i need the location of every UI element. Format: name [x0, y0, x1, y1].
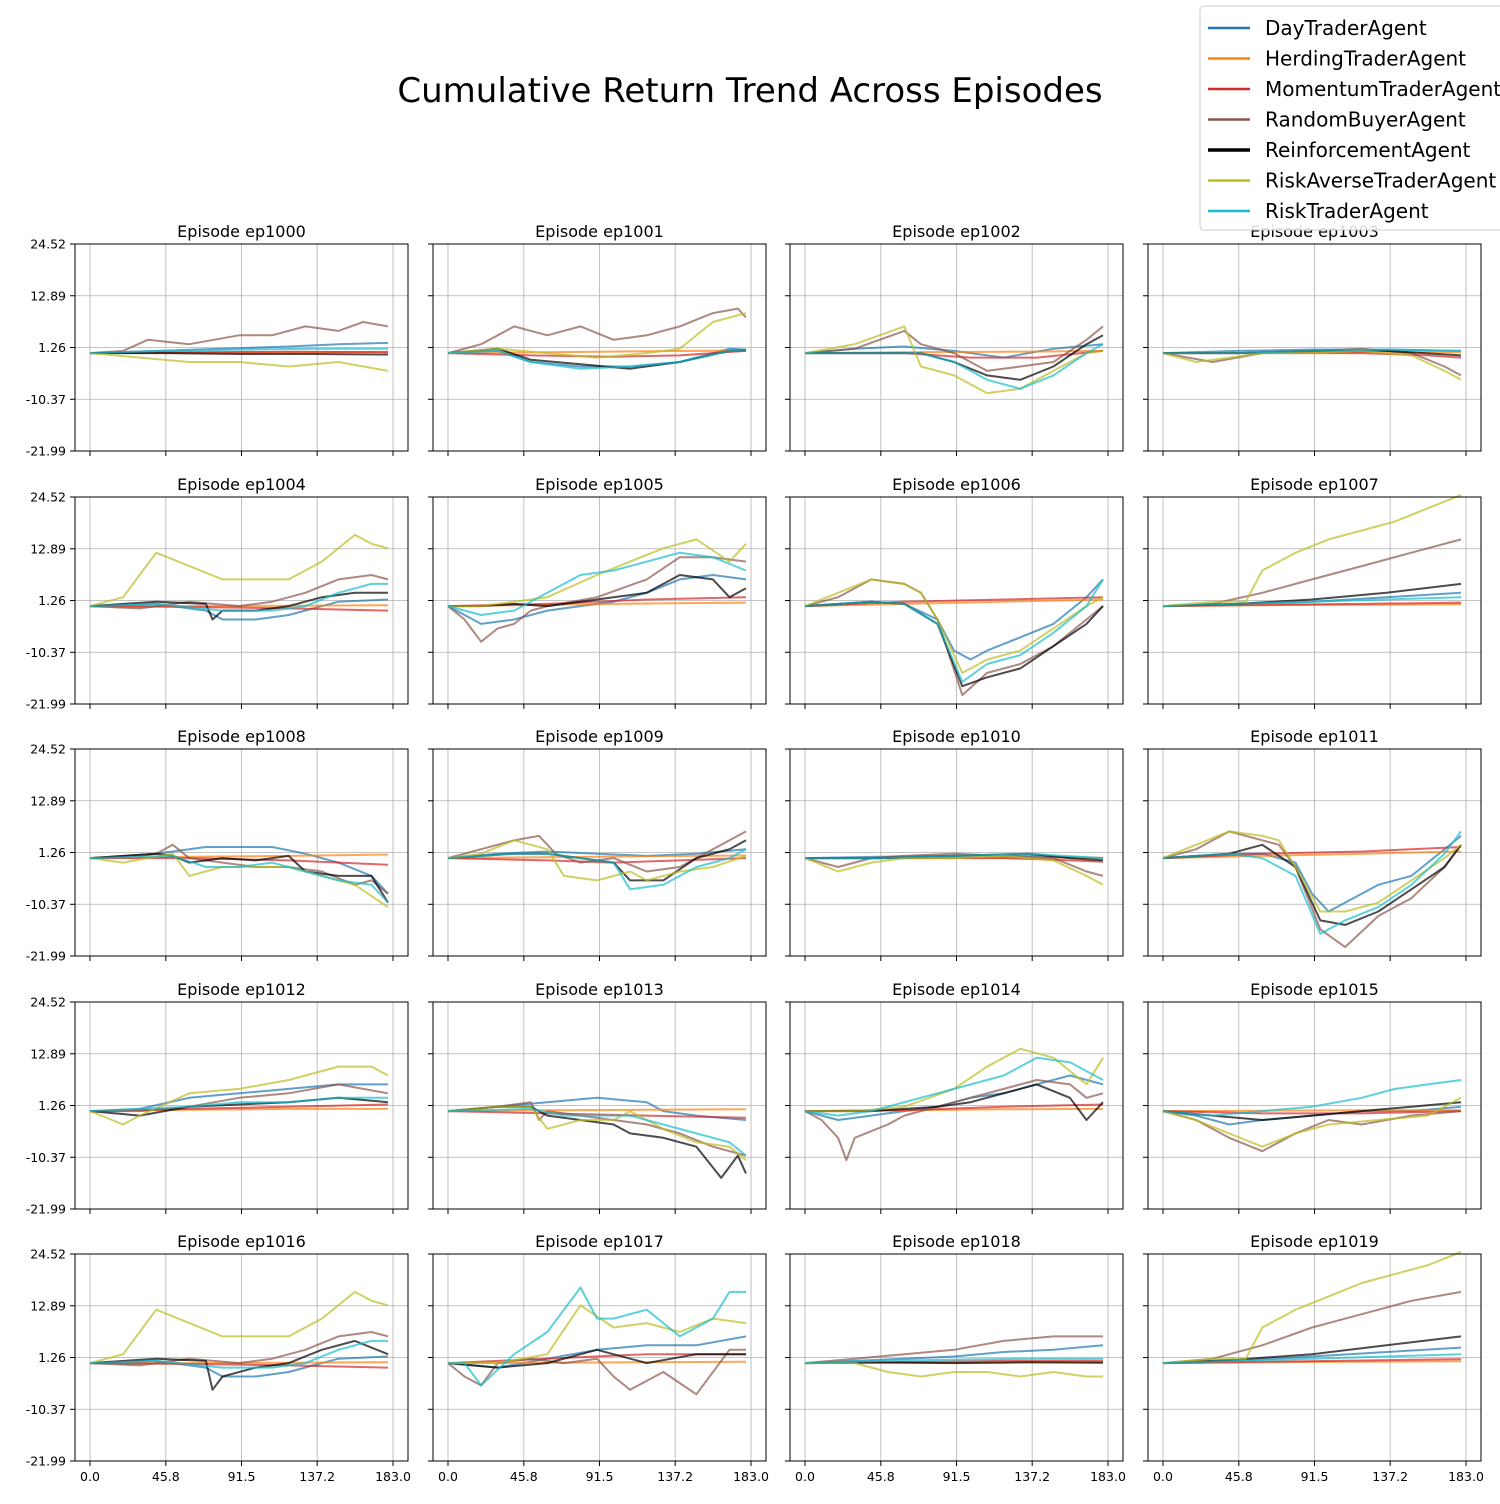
y-tick-label: 12.89 — [30, 1298, 66, 1313]
x-tick-label: 183.0 — [733, 1469, 769, 1484]
y-tick-label: -10.37 — [26, 1150, 66, 1165]
panel-title: Episode ep1018 — [892, 1232, 1021, 1251]
x-tick-label: 0.0 — [1153, 1469, 1173, 1484]
panel-title: Episode ep1002 — [892, 222, 1021, 241]
y-tick-label: -21.99 — [26, 697, 66, 712]
y-tick-label: -21.99 — [26, 1454, 66, 1469]
x-tick-label: 0.0 — [80, 1469, 100, 1484]
y-tick-label: 12.89 — [30, 1046, 66, 1061]
y-tick-label: 24.52 — [30, 490, 66, 505]
chart-title: Cumulative Return Trend Across Episodes — [397, 71, 1102, 111]
x-tick-label: 137.2 — [657, 1469, 693, 1484]
y-tick-label: 1.26 — [38, 845, 66, 860]
y-tick-label: 12.89 — [30, 288, 66, 303]
panel-title: Episode ep1010 — [892, 727, 1021, 746]
y-tick-label: -10.37 — [26, 897, 66, 912]
legend-label: MomentumTraderAgent — [1265, 77, 1500, 101]
y-tick-label: 24.52 — [30, 237, 66, 252]
x-tick-label: 183.0 — [375, 1469, 411, 1484]
x-tick-label: 45.8 — [152, 1469, 180, 1484]
panel-title: Episode ep1006 — [892, 475, 1021, 494]
x-tick-label: 45.8 — [867, 1469, 895, 1484]
x-tick-label: 137.2 — [1372, 1469, 1408, 1484]
y-tick-label: 12.89 — [30, 541, 66, 556]
y-tick-label: 24.52 — [30, 1247, 66, 1262]
legend-label: ReinforcementAgent — [1265, 138, 1471, 162]
x-tick-label: 183.0 — [1090, 1469, 1126, 1484]
panel-title: Episode ep1001 — [535, 222, 664, 241]
x-tick-label: 45.8 — [510, 1469, 538, 1484]
x-tick-label: 91.5 — [1301, 1469, 1329, 1484]
panel-title: Episode ep1000 — [177, 222, 306, 241]
legend-label: RiskTraderAgent — [1265, 199, 1429, 223]
panel-title: Episode ep1012 — [177, 980, 306, 999]
panel-title: Episode ep1013 — [535, 980, 664, 999]
x-tick-label: 91.5 — [228, 1469, 256, 1484]
y-tick-label: 24.52 — [30, 742, 66, 757]
y-tick-label: 12.89 — [30, 793, 66, 808]
series-line-HerdingTraderAgent — [1163, 1110, 1461, 1111]
panel-title: Episode ep1007 — [1250, 475, 1379, 494]
legend: DayTraderAgent HerdingTraderAgent Momentum… — [1200, 6, 1500, 230]
x-tick-label: 91.5 — [586, 1469, 614, 1484]
legend-label: RandomBuyerAgent — [1265, 108, 1466, 132]
panel-title: Episode ep1019 — [1250, 1232, 1379, 1251]
panel-title: Episode ep1008 — [177, 727, 306, 746]
y-tick-label: 24.52 — [30, 995, 66, 1010]
y-tick-label: -10.37 — [26, 645, 66, 660]
panel-title: Episode ep1014 — [892, 980, 1021, 999]
panel-title: Episode ep1009 — [535, 727, 664, 746]
panel-title: Episode ep1005 — [535, 475, 664, 494]
legend-label: DayTraderAgent — [1265, 16, 1427, 40]
y-tick-label: -21.99 — [26, 1202, 66, 1217]
panel-title: Episode ep1004 — [177, 475, 306, 494]
panel-title: Episode ep1016 — [177, 1232, 306, 1251]
x-tick-label: 0.0 — [795, 1469, 815, 1484]
panel-title: Episode ep1015 — [1250, 980, 1379, 999]
y-tick-label: 1.26 — [38, 340, 66, 355]
x-tick-label: 0.0 — [438, 1469, 458, 1484]
panel-title: Episode ep1017 — [535, 1232, 664, 1251]
x-tick-label: 91.5 — [943, 1469, 971, 1484]
y-tick-label: -10.37 — [26, 392, 66, 407]
legend-label: RiskAverseTraderAgent — [1265, 169, 1496, 193]
panel-title: Episode ep1011 — [1250, 727, 1379, 746]
x-tick-label: 137.2 — [299, 1469, 335, 1484]
y-tick-label: -21.99 — [26, 444, 66, 459]
y-tick-label: 1.26 — [38, 593, 66, 608]
y-tick-label: -21.99 — [26, 949, 66, 964]
x-tick-label: 137.2 — [1014, 1469, 1050, 1484]
x-tick-label: 183.0 — [1448, 1469, 1484, 1484]
y-tick-label: -10.37 — [26, 1402, 66, 1417]
y-tick-label: 1.26 — [38, 1350, 66, 1365]
y-tick-label: 1.26 — [38, 1098, 66, 1113]
legend-label: HerdingTraderAgent — [1265, 47, 1466, 71]
x-tick-label: 45.8 — [1225, 1469, 1253, 1484]
